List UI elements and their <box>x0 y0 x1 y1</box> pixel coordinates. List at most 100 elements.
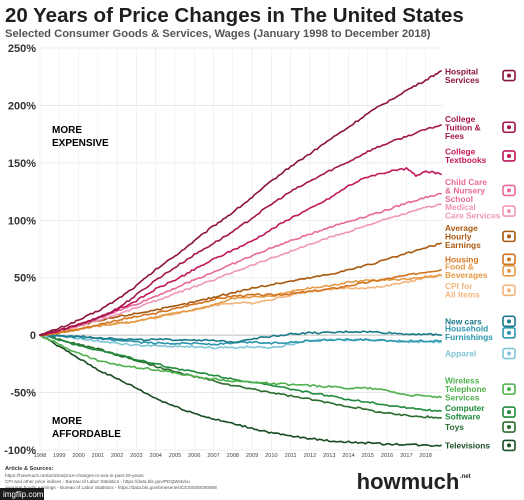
x-tick-label: 1999 <box>53 453 65 459</box>
x-tick-label: 2015 <box>362 453 374 459</box>
x-tick-label: 2013 <box>323 453 335 459</box>
x-tick-label: 1998 <box>34 453 46 459</box>
x-tick-label: 2006 <box>188 453 200 459</box>
series-label-wireless-telephone-services: Wireless Telephone Services <box>445 376 487 403</box>
cpi-for-all-items-icon-dot <box>507 288 511 293</box>
household-furnishings-icon-dot <box>507 330 511 335</box>
x-tick-label: 2016 <box>381 453 393 459</box>
cpi-for-all-items-icon <box>502 284 516 297</box>
series-label-toys: Toys <box>445 422 464 432</box>
y-tick-label: -50% <box>10 388 36 400</box>
region-label-affordable-line-2: AFFORDABLE <box>52 429 121 440</box>
housing-icon-dot <box>507 257 511 262</box>
y-tick-label: 50% <box>14 273 36 285</box>
new-cars-icon-dot <box>507 319 511 324</box>
college-tuition-fees-icon-dot <box>507 125 511 130</box>
food-beverages-icon-dot <box>507 268 511 273</box>
y-tick-label: 0 <box>30 330 36 342</box>
series-line-child-care-nursery-school <box>39 192 442 336</box>
series-label-average-hourly-earnings: Average Hourly Earnings <box>445 223 481 250</box>
computer-software-icon <box>502 406 516 418</box>
series-label-medical-care-services: Medical Care Services <box>445 202 501 221</box>
region-label-expensive-line-1: MORE <box>52 125 82 136</box>
x-tick-label: 2000 <box>72 453 84 459</box>
series-line-new-cars <box>39 330 442 344</box>
x-tick-label: 2018 <box>419 453 431 459</box>
apparel-icon-dot <box>507 351 511 356</box>
average-hourly-earnings-icon <box>502 230 516 243</box>
x-tick-label: 2012 <box>304 453 316 459</box>
televisions-icon <box>502 439 516 452</box>
hospital-services-icon-dot <box>507 73 511 78</box>
food-beverages-icon <box>502 265 516 277</box>
x-tick-label: 2010 <box>265 453 277 459</box>
y-tick-label: 150% <box>8 158 36 170</box>
y-tick-label: -100% <box>4 445 36 457</box>
source-line-2: CPI and other price indices - Bureau of … <box>5 479 190 484</box>
chart-subtitle: Selected Consumer Goods & Services, Wage… <box>5 28 431 40</box>
series-line-housing <box>39 268 442 337</box>
hospital-services-icon <box>502 69 516 82</box>
medical-care-services-icon-dot <box>507 209 511 214</box>
household-furnishings-icon <box>502 327 516 339</box>
wireless-telephone-services-icon-dot <box>507 387 511 392</box>
region-label-expensive-line-2: EXPENSIVE <box>52 138 109 149</box>
x-tick-label: 2014 <box>342 453 354 459</box>
y-tick-label: 100% <box>8 215 36 227</box>
college-textbooks-icon <box>502 150 516 162</box>
x-tick-label: 2001 <box>92 453 104 459</box>
series-icons <box>502 69 516 452</box>
child-care-nursery-school-icon-dot <box>507 188 511 193</box>
toys-icon <box>502 421 516 433</box>
x-tick-label: 2017 <box>400 453 412 459</box>
series-label-apparel: Apparel <box>445 349 476 359</box>
x-tick-label: 2011 <box>285 453 297 459</box>
series-label-housing: Housing <box>445 254 479 264</box>
source-line-1: https://howmuch.net/articles/price-chang… <box>5 473 144 478</box>
x-tick-label: 2005 <box>169 453 181 459</box>
average-hourly-earnings-icon-dot <box>507 234 511 239</box>
college-tuition-fees-icon <box>502 121 516 134</box>
toys-icon-dot <box>507 425 511 430</box>
y-tick-label: 250% <box>8 43 36 55</box>
series-label-household-furnishings: Household Furnishings <box>445 324 493 343</box>
wireless-telephone-services-icon <box>502 383 516 395</box>
y-tick-label: 200% <box>8 100 36 112</box>
series-line-medical-care-services <box>39 203 442 336</box>
y-axis: 250% 200% 150% 100% 50% 0 -50% -100% <box>4 43 36 457</box>
series-label-food-beverages: Food & Beverages <box>445 262 488 281</box>
series-label-televisions: Televisions <box>445 440 490 450</box>
series-label-college-tuition-fees: College Tuition & Fees <box>445 114 481 141</box>
series-label-new-cars: New cars <box>445 316 482 326</box>
series-label-cpi-for-all-items: CPI for All Items <box>445 281 480 300</box>
x-tick-label: 2004 <box>149 453 161 459</box>
x-axis: 1998 1999 2000 2001 2002 2003 2004 2005 2006 2007… <box>34 453 432 459</box>
watermark: imgflip.com <box>3 490 44 499</box>
computer-software-icon-dot <box>507 410 511 415</box>
televisions-icon-dot <box>507 443 511 448</box>
new-cars-icon <box>502 315 516 328</box>
brand-name: howmuch <box>357 469 460 494</box>
series-line-televisions <box>39 334 442 447</box>
howmuch-logo: howmuch .net <box>357 469 471 494</box>
x-tick-label: 2003 <box>130 453 142 459</box>
housing-icon <box>502 253 516 266</box>
x-tick-label: 2002 <box>111 453 123 459</box>
chart-title: 20 Years of Price Changes in The United … <box>5 4 464 27</box>
series-label-child-care-nursery-school: Child Care & Nursery School <box>445 177 487 204</box>
series-line-college-tuition-fees <box>39 124 442 336</box>
series-label-computer-software: Computer Software <box>445 403 485 422</box>
series-lines <box>39 70 442 447</box>
apparel-icon <box>502 347 516 360</box>
x-tick-label: 2008 <box>227 453 239 459</box>
series-line-wireless-telephone-services <box>39 334 442 399</box>
series-labels: Hospital Services College Tuition & Fees Coll… <box>445 66 501 450</box>
series-label-college-textbooks: College Textbooks <box>445 147 487 166</box>
medical-care-services-icon <box>502 205 516 217</box>
series-line-hospital-services <box>39 70 442 336</box>
child-care-nursery-school-icon <box>502 184 516 197</box>
series-label-hospital-services: Hospital Services <box>445 66 480 85</box>
source-line-3: Average hourly earnings - Bureau of Labo… <box>5 485 217 490</box>
